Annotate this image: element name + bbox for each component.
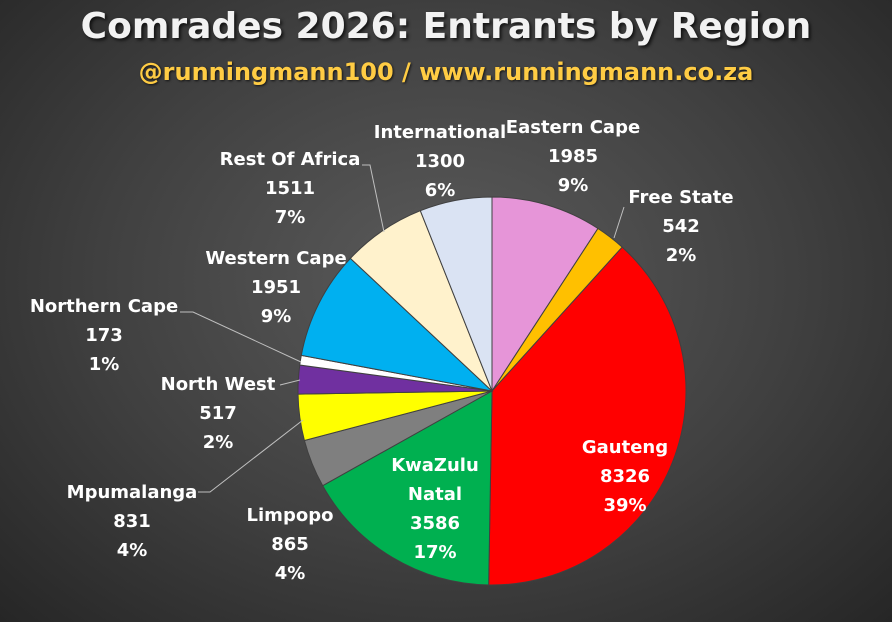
label-value: 542 [662, 216, 700, 237]
data-label-north-west: North West 517 2% [161, 374, 276, 453]
chart-subtitle: @runningmann100 / www.runningmann.co.za [138, 58, 754, 86]
label-name: Free State [628, 187, 733, 208]
label-percent: 9% [261, 306, 292, 327]
data-label-free-state: Free State 542 2% [628, 187, 733, 266]
label-name: North West [161, 374, 276, 395]
slice-western-cape [300, 257, 494, 392]
label-name: Mpumalanga [67, 482, 198, 503]
label-value: 1951 [251, 277, 301, 298]
chart-title: Comrades 2026: Entrants by Region [80, 6, 812, 47]
label-percent: 4% [117, 540, 148, 561]
slice-kwazulu-natal [321, 390, 493, 586]
label-percent: 1% [89, 354, 120, 375]
label-value: 517 [199, 403, 237, 424]
data-label-kwazulu-natal: KwaZulu Natal 3586 17% [391, 455, 479, 563]
label-percent: 4% [275, 563, 306, 584]
leader-line-mpumalanga [198, 419, 304, 493]
label-name: International [374, 122, 506, 143]
label-name: Gauteng [582, 437, 668, 458]
label-percent: 9% [558, 175, 589, 196]
label-percent: 6% [425, 180, 456, 201]
label-name: Western Cape [205, 248, 346, 269]
label-value: 173 [85, 325, 123, 346]
label-name: Limpopo [247, 505, 334, 526]
label-percent: 7% [275, 207, 306, 228]
data-label-eastern-cape: Eastern Cape 1985 9% [506, 117, 640, 196]
label-name: Eastern Cape [506, 117, 640, 138]
data-label-rest-of-africa: Rest Of Africa 1511 7% [220, 149, 361, 228]
label-value: 1511 [265, 178, 315, 199]
leader-line-north-west [279, 379, 301, 386]
data-label-limpopo: Limpopo 865 4% [247, 505, 334, 584]
data-label-gauteng: Gauteng 8326 39% [582, 437, 668, 516]
data-label-northern-cape: Northern Cape 173 1% [30, 296, 178, 375]
label-value: 865 [271, 534, 309, 555]
label-value: 1300 [415, 151, 465, 172]
label-name: Rest Of Africa [220, 149, 361, 170]
leader-line-free-state [613, 206, 625, 239]
slice-eastern-cape [491, 196, 599, 393]
data-label-international: International 1300 6% [374, 122, 506, 201]
label-percent: 2% [203, 432, 234, 453]
slice-gauteng [488, 246, 687, 586]
label-value: 3586 [410, 513, 460, 534]
data-label-western-cape: Western Cape 1951 9% [205, 248, 346, 327]
label-value: 831 [113, 511, 151, 532]
label-percent: 2% [666, 245, 697, 266]
label-name: Northern Cape [30, 296, 178, 317]
slice-international [419, 196, 493, 392]
leader-line-northern-cape [180, 311, 302, 363]
data-label-mpumalanga: Mpumalanga 831 4% [67, 482, 198, 561]
leader-line-rest-of-africa [362, 164, 385, 233]
label-value: 1985 [548, 146, 598, 167]
label-percent: 17% [413, 542, 456, 563]
label-percent: 39% [603, 495, 646, 516]
label-name: KwaZulu Natal [391, 455, 479, 505]
label-value: 8326 [600, 466, 650, 487]
